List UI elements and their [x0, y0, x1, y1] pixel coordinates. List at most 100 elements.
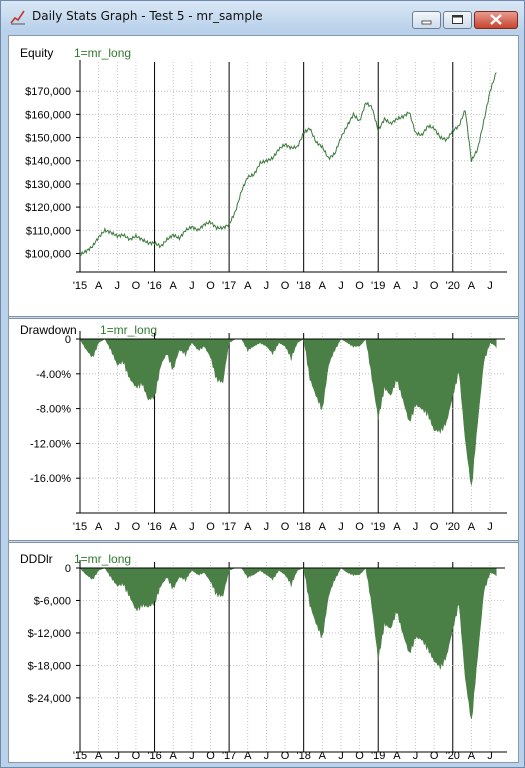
x-tick-label: O: [355, 280, 364, 292]
x-tick-label: O: [430, 280, 439, 292]
x-tick-label: '20: [446, 280, 460, 292]
x-tick-label: '17: [222, 280, 236, 292]
panel-legend: 1=mr_long: [74, 552, 132, 566]
x-tick-label: J: [264, 521, 270, 533]
x-tick-label: A: [468, 280, 476, 292]
x-tick-label: A: [319, 750, 327, 762]
y-tick-label: $150,000: [25, 133, 71, 145]
panel-divider[interactable]: [9, 316, 518, 319]
x-tick-label: J: [264, 280, 270, 292]
panel-legend: 1=mr_long: [74, 46, 132, 60]
x-tick-label: A: [95, 521, 103, 533]
close-button[interactable]: [474, 11, 518, 29]
x-tick-label: '19: [371, 280, 385, 292]
x-tick-label: '15: [73, 750, 87, 762]
x-tick-label: A: [393, 280, 401, 292]
x-tick-label: O: [355, 750, 364, 762]
dddlr-panel: DDDlr 1=mr_long 0 $-6,000 $-12,000 $-18,000…: [9, 543, 518, 762]
x-tick-label: '18: [296, 280, 310, 292]
x-tick-label: '20: [446, 750, 460, 762]
x-tick-label: '16: [147, 280, 161, 292]
x-tick-label: O: [206, 280, 215, 292]
x-tick-label: J: [189, 280, 195, 292]
y-tick-label: $-18,000: [28, 660, 71, 672]
y-tick-label: 0: [65, 334, 71, 346]
x-tick-label: A: [95, 280, 103, 292]
equity-chart: $170,000 $160,000 $150,000 $140,000 $130,000…: [25, 60, 507, 292]
x-tick-label: O: [206, 521, 215, 533]
y-tick-label: $140,000: [25, 156, 71, 168]
x-tick-label: A: [95, 750, 103, 762]
x-tick-label: A: [393, 521, 401, 533]
x-tick-label: '17: [222, 750, 236, 762]
x-tick-label: J: [413, 280, 419, 292]
x-tick-label: O: [281, 521, 290, 533]
y-tick-label: -4.00%: [36, 369, 71, 381]
x-tick-label: J: [115, 521, 121, 533]
y-tick-label: 0: [65, 563, 71, 575]
x-tick-label: O: [281, 280, 290, 292]
panel-divider[interactable]: [9, 540, 518, 543]
dddlr-chart: 0$-6,000$-12,000$-18,000$-24,000'15 A J O '1…: [28, 560, 507, 762]
x-tick-label: A: [170, 280, 178, 292]
maximize-button[interactable]: [443, 11, 472, 29]
minimize-icon: [421, 20, 432, 25]
x-tick-label: A: [468, 750, 476, 762]
equity-panel: Equity 1=mr_long $170,000 $160,000 $150,00…: [9, 36, 518, 316]
y-tick-label: $170,000: [25, 86, 71, 98]
x-tick-label: J: [487, 521, 493, 533]
x-tick-label: A: [319, 280, 327, 292]
panel-legend: 1=mr_long: [100, 323, 158, 337]
x-tick-label: '19: [371, 521, 385, 533]
drawdown-area: [79, 567, 497, 720]
drawdown-chart: 0-4.00%-8.00%-12.00%-16.00%'15 A J O '16 A J O '…: [30, 331, 507, 533]
panel-title: Drawdown: [20, 323, 77, 337]
x-tick-label: O: [430, 750, 439, 762]
x-tick-label: O: [132, 280, 141, 292]
x-tick-label: '18: [296, 750, 310, 762]
x-tick-label: A: [244, 280, 252, 292]
panel-title: DDDlr: [20, 552, 53, 566]
y-tick-label: $-6,000: [34, 595, 71, 607]
x-tick-label: '19: [371, 750, 385, 762]
panel-title: Equity: [20, 46, 54, 60]
x-tick-label: A: [170, 521, 178, 533]
y-tick-label: $130,000: [25, 179, 71, 191]
y-tick-label: $100,000: [25, 248, 71, 260]
x-tick-label: J: [338, 750, 344, 762]
x-tick-label: O: [132, 521, 141, 533]
x-tick-label: J: [338, 280, 344, 292]
x-tick-label: '15: [73, 280, 87, 292]
drawdown-area: [79, 338, 497, 486]
x-tick-label: '16: [147, 521, 161, 533]
x-tick-label: '17: [222, 521, 236, 533]
equity-series-line: [79, 72, 497, 256]
y-tick-label: -12.00%: [30, 438, 71, 450]
x-tick-label: J: [115, 280, 121, 292]
x-tick-label: J: [413, 521, 419, 533]
x-tick-label: '16: [147, 750, 161, 762]
x-tick-label: J: [115, 750, 121, 762]
drawdown-panel: Drawdown 1=mr_long 0 -4.00% -8.00% -12.00% -…: [9, 319, 518, 540]
title-bar[interactable]: Daily Stats Graph - Test 5 - mr_sample: [1, 1, 524, 31]
x-tick-label: '20: [446, 521, 460, 533]
y-tick-label: $-24,000: [28, 693, 71, 705]
x-tick-label: J: [189, 521, 195, 533]
x-tick-label: J: [487, 750, 493, 762]
x-tick-label: J: [413, 750, 419, 762]
minimize-button[interactable]: [412, 11, 441, 29]
x-tick-label: O: [206, 750, 215, 762]
y-tick-label: $-12,000: [28, 628, 71, 640]
y-tick-label: $160,000: [25, 109, 71, 121]
x-tick-label: J: [264, 750, 270, 762]
graph-client-area: Equity 1=mr_long $170,000 $160,000 $150,00…: [8, 35, 519, 763]
x-tick-label: A: [468, 521, 476, 533]
x-tick-label: A: [244, 521, 252, 533]
x-tick-label: O: [430, 521, 439, 533]
x-tick-label: J: [189, 750, 195, 762]
x-tick-label: '18: [296, 521, 310, 533]
x-tick-label: O: [281, 750, 290, 762]
x-tick-label: O: [132, 750, 141, 762]
x-tick-label: A: [244, 750, 252, 762]
